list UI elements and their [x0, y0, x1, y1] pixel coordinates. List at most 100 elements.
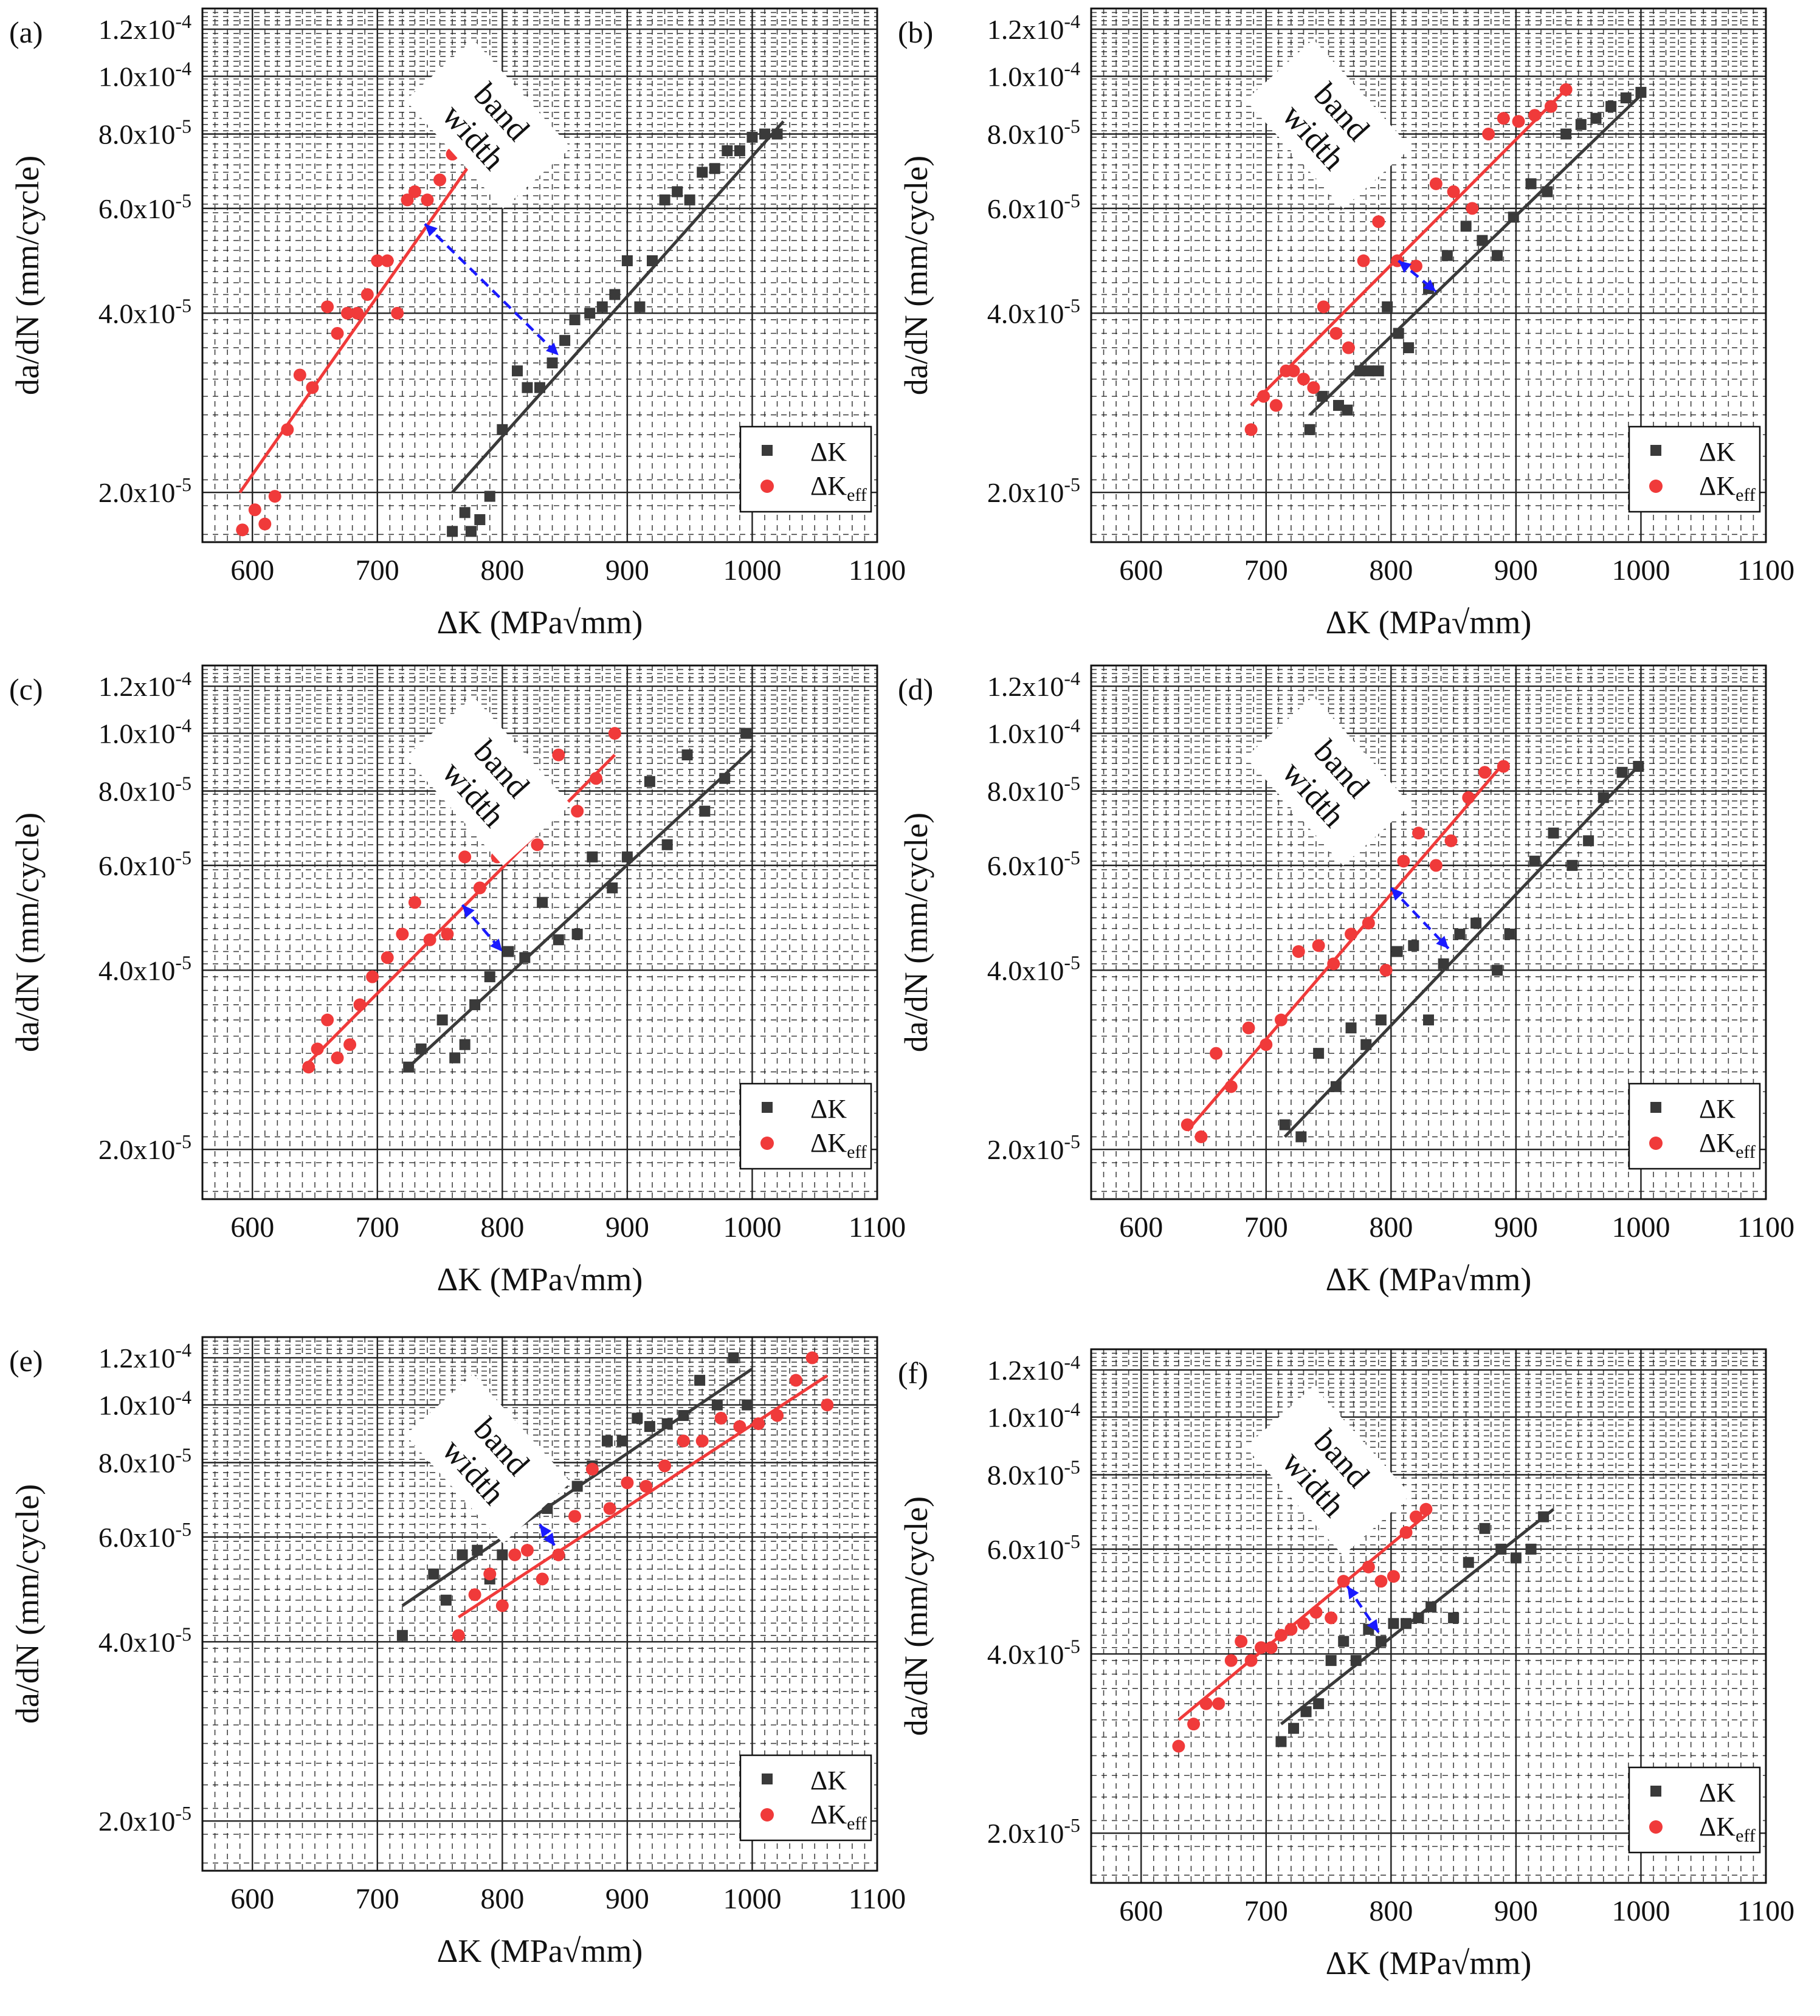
dk-data-point — [602, 1435, 613, 1447]
dk-data-point — [553, 934, 564, 946]
dkeff-data-point — [1429, 859, 1443, 872]
dk-data-point — [1590, 112, 1602, 124]
plot-frame — [201, 1336, 878, 1872]
dkeff-data-point — [1528, 109, 1542, 122]
legend: ΔK ΔKeff — [739, 1082, 872, 1170]
x-tick-label: 700 — [356, 554, 399, 587]
band-width-arrowhead — [1422, 279, 1436, 292]
dk-data-point — [403, 1061, 415, 1073]
dk-data-point — [474, 514, 486, 525]
dk-data-point — [436, 1014, 448, 1026]
x-tick-label: 1100 — [1737, 554, 1794, 587]
dkeff-data-point — [248, 503, 261, 517]
x-tick-label: 900 — [1494, 1895, 1538, 1927]
x-axis-title: ΔK (MPa√mm) — [1326, 604, 1532, 641]
band-width-arrowhead — [490, 938, 503, 952]
dk-data-point — [1342, 404, 1353, 416]
dk-data-point — [1313, 1048, 1325, 1059]
dk-data-point — [1567, 859, 1578, 871]
panel-label: (f) — [898, 1356, 928, 1390]
x-tick-label: 900 — [605, 554, 649, 587]
x-tick-label: 1000 — [1611, 554, 1670, 587]
dkeff-data-point — [433, 173, 447, 187]
y-tick-label: 4.0x10-5 — [987, 951, 1080, 986]
legend: ΔK ΔKeff — [739, 1754, 872, 1842]
band-width-arrowhead — [543, 1532, 555, 1546]
dkeff-data-point — [423, 933, 436, 946]
dk-data-point — [694, 1375, 706, 1386]
legend-dk-label: ΔK — [810, 1766, 847, 1795]
dk-data-point — [1525, 1543, 1537, 1555]
dkeff-data-point — [391, 306, 404, 320]
dk-data-point — [699, 805, 711, 817]
y-axis-title: da/dN (mm/cycle) — [898, 813, 934, 1052]
dk-data-point — [484, 490, 495, 502]
x-tick-label: 1100 — [849, 1211, 906, 1244]
y-tick-label: 4.0x10-5 — [98, 1623, 191, 1657]
fit-line — [458, 1374, 829, 1619]
y-tick-label: 2.0x10-5 — [987, 1814, 1080, 1849]
dkeff-data-point — [381, 951, 394, 965]
band-width-arrowhead — [462, 904, 475, 918]
dk-data-point — [647, 255, 658, 267]
x-tick-label: 600 — [1119, 1895, 1163, 1927]
x-axis-title: ΔK (MPa√mm) — [437, 1261, 643, 1298]
dkeff-data-point — [381, 254, 394, 267]
dk-data-point — [1454, 928, 1466, 940]
dkeff-data-point — [752, 1417, 765, 1430]
dkeff-data-point — [1497, 112, 1510, 125]
dk-data-point — [1423, 1014, 1434, 1026]
dk-data-point — [1583, 835, 1594, 847]
x-axis-title: ΔK (MPa√mm) — [1326, 1261, 1532, 1298]
fit-line — [1186, 762, 1505, 1132]
dkeff-data-point — [360, 288, 374, 301]
legend-dkeff-label: ΔKeff — [1699, 471, 1756, 505]
dk-data-point — [722, 145, 733, 156]
dk-data-point — [472, 1544, 483, 1556]
y-tick-label: 2.0x10-5 — [98, 1130, 191, 1165]
y-axis-title: da/dN (mm/cycle) — [898, 156, 934, 395]
annotation-box — [1245, 39, 1412, 209]
dk-data-point — [1477, 235, 1488, 246]
dk-data-point — [1529, 855, 1540, 867]
dkeff-data-point — [1325, 1611, 1338, 1625]
dkeff-data-point — [1242, 1021, 1255, 1034]
legend-dkeff-label: ΔKeff — [810, 1128, 867, 1162]
dk-data-point — [1363, 365, 1374, 377]
dk-data-point — [1408, 940, 1419, 951]
dkeff-data-point — [1559, 83, 1573, 96]
x-tick-label: 800 — [480, 554, 524, 587]
dkeff-data-point — [343, 1038, 357, 1051]
dk-data-point — [1470, 917, 1482, 929]
dk-data-point — [659, 194, 670, 205]
y-axis-title: da/dN (mm/cycle) — [9, 813, 46, 1052]
dkeff-data-point — [1409, 1510, 1422, 1524]
dkeff-data-point — [268, 490, 281, 503]
legend-dkeff-marker — [1649, 480, 1663, 493]
panel-label: (e) — [9, 1344, 43, 1378]
legend-dk-label: ΔK — [810, 437, 847, 467]
x-axis-title: ΔK (MPa√mm) — [437, 1933, 643, 1969]
dk-data-point — [484, 971, 495, 983]
dkeff-data-point — [1429, 177, 1443, 190]
x-tick-label: 900 — [605, 1211, 649, 1244]
x-tick-label: 700 — [1244, 554, 1288, 587]
legend: ΔK ΔKeff — [1628, 1082, 1761, 1170]
dkeff-data-point — [468, 1588, 481, 1601]
dk-data-point — [684, 194, 695, 205]
legend-dk-label: ΔK — [1699, 1094, 1736, 1124]
annotation-box — [405, 1374, 571, 1544]
legend-dkeff-marker — [760, 1808, 774, 1822]
y-tick-label: 6.0x10-5 — [98, 1518, 191, 1553]
dkeff-data-point — [1274, 1013, 1287, 1027]
legend-dkeff-label: ΔKeff — [810, 1800, 867, 1834]
x-tick-label: 800 — [480, 1211, 524, 1244]
x-tick-label: 600 — [230, 1211, 274, 1244]
plot-frame — [1090, 664, 1767, 1200]
dk-data-point — [1538, 1511, 1549, 1522]
y-tick-label: 6.0x10-5 — [98, 847, 191, 881]
x-tick-label: 1100 — [849, 1883, 906, 1915]
dkeff-data-point — [483, 1567, 497, 1581]
